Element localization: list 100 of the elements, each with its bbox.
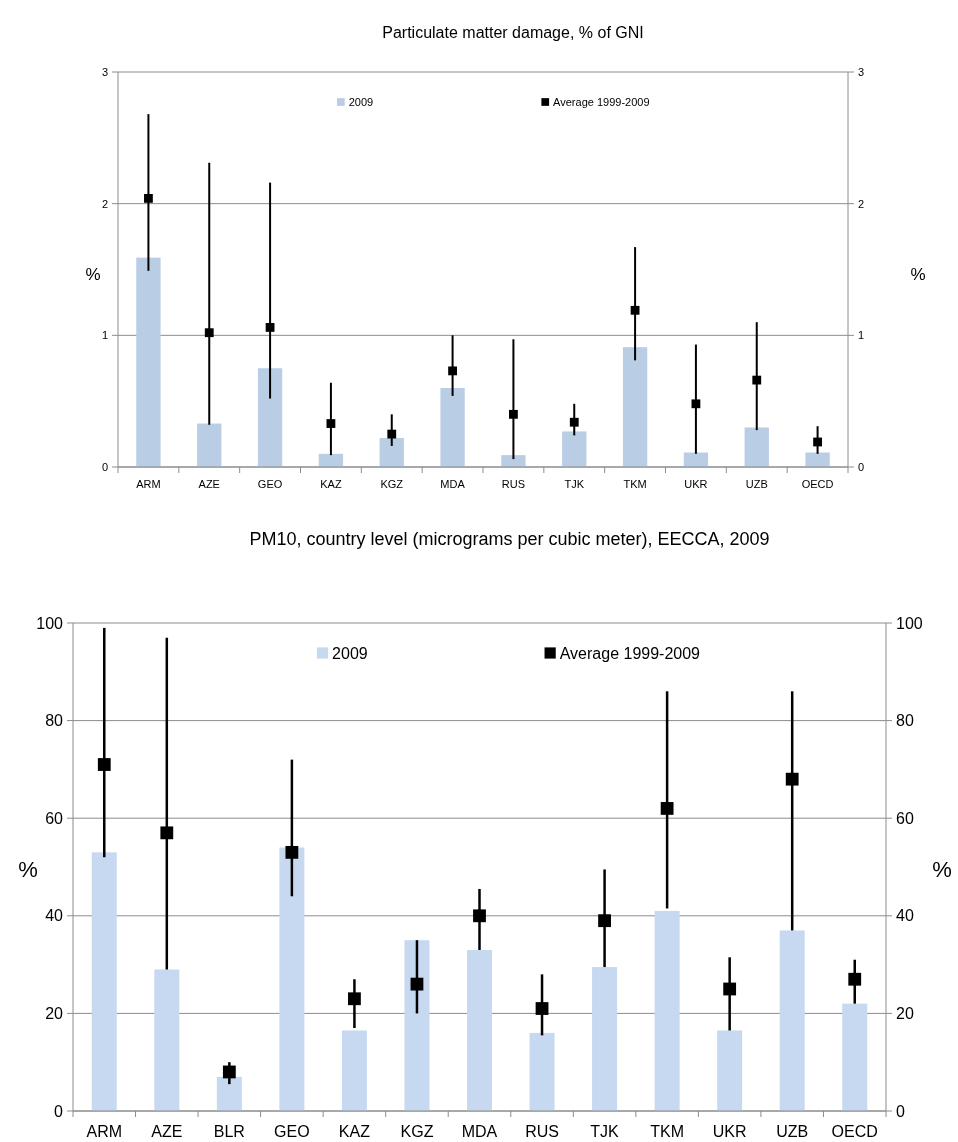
- y-tick-label: 0: [101, 460, 108, 473]
- point: [723, 982, 737, 996]
- x-tick-label: KAZ: [320, 478, 342, 490]
- x-tick-label: RUS: [501, 478, 526, 490]
- bar: [805, 452, 830, 467]
- point: [204, 328, 214, 338]
- y-tick-label: 40: [45, 907, 64, 925]
- point: [569, 417, 579, 427]
- bar: [622, 347, 648, 467]
- x-tick-label: UZB: [776, 1123, 809, 1140]
- y2-axis-title: %: [910, 264, 926, 284]
- y-tick-label: 20: [45, 1005, 64, 1022]
- y2-tick-label: 60: [896, 809, 914, 827]
- bar: [842, 1003, 868, 1111]
- point: [660, 802, 674, 815]
- y2-axis-title: %: [932, 857, 952, 882]
- bar: [562, 431, 587, 467]
- y-tick-label: 2: [101, 197, 108, 210]
- bar: [466, 949, 493, 1111]
- x-tick-label: TKM: [650, 1123, 685, 1140]
- x-tick-label: ARM: [86, 1123, 123, 1140]
- x-tick-label: AZE: [198, 478, 220, 490]
- point: [813, 437, 822, 447]
- x-tick-label: UZB: [745, 478, 768, 490]
- legend-label: Average 1999-2009: [559, 644, 701, 662]
- y-tick-label: 80: [45, 712, 64, 730]
- chart-title: Particulate matter damage, % of GNI: [382, 24, 644, 41]
- point: [785, 772, 799, 786]
- x-tick-label: AZE: [151, 1123, 183, 1140]
- x-tick-label: TJK: [590, 1123, 620, 1140]
- point: [144, 194, 153, 203]
- y-tick-label: 1: [101, 329, 108, 342]
- x-tick-label: UKR: [712, 1123, 747, 1140]
- x-tick-label: GEO: [274, 1123, 310, 1140]
- y2-tick-label: 2: [858, 197, 865, 210]
- chart-title: PM10, country level (micrograms per cubic meter), EECCA, 2009: [249, 529, 770, 549]
- legend-label: Average 1999-2009: [553, 95, 650, 108]
- y-tick-label: 100: [36, 614, 64, 632]
- bar: [379, 438, 404, 467]
- point: [752, 375, 762, 385]
- y2-tick-label: 3: [858, 65, 865, 78]
- x-tick-label: KGZ: [380, 478, 404, 490]
- x-tick-label: KGZ: [400, 1123, 434, 1140]
- bar: [440, 388, 465, 467]
- point: [509, 409, 518, 419]
- legend-label: 2009: [332, 644, 368, 662]
- point: [326, 419, 336, 428]
- y2-tick-label: 20: [896, 1005, 914, 1022]
- x-tick-label: UKR: [684, 478, 708, 490]
- point: [598, 914, 611, 928]
- point: [448, 366, 457, 376]
- bar: [257, 368, 283, 467]
- y2-tick-label: 40: [896, 907, 914, 925]
- y-tick-label: 60: [45, 809, 64, 827]
- point: [630, 305, 640, 315]
- point: [691, 399, 701, 409]
- point: [265, 323, 275, 332]
- y2-tick-label: 0: [858, 460, 865, 473]
- bar: [744, 427, 769, 467]
- bar: [91, 852, 117, 1111]
- bar: [197, 423, 222, 467]
- x-tick-label: GEO: [257, 478, 283, 490]
- point: [222, 1065, 236, 1079]
- point: [848, 972, 862, 986]
- bar: [279, 847, 305, 1111]
- point: [473, 909, 486, 923]
- x-tick-label: OECD: [801, 478, 834, 490]
- point: [387, 429, 397, 439]
- bar: [717, 1030, 743, 1111]
- bar: [216, 1076, 242, 1111]
- bar: [501, 455, 526, 467]
- bar: [592, 967, 618, 1111]
- point: [348, 992, 361, 1006]
- y-tick-label: 0: [54, 1102, 64, 1120]
- x-tick-label: MDA: [461, 1123, 498, 1140]
- bar: [341, 1030, 367, 1111]
- y-axis-title: %: [18, 857, 38, 882]
- x-tick-label: BLR: [213, 1123, 245, 1140]
- point: [285, 845, 299, 859]
- legend-label: 2009: [348, 95, 374, 108]
- x-tick-label: TKM: [623, 478, 647, 490]
- point: [160, 826, 174, 840]
- y2-tick-label: 100: [896, 614, 923, 632]
- x-tick-label: OECD: [831, 1123, 878, 1140]
- bar: [404, 940, 430, 1111]
- point: [97, 758, 111, 771]
- point: [410, 977, 424, 991]
- bar: [154, 969, 180, 1111]
- bar: [529, 1032, 555, 1111]
- y-tick-label: 3: [101, 65, 108, 78]
- x-tick-label: RUS: [525, 1123, 559, 1140]
- point: [535, 1002, 549, 1015]
- bar: [136, 257, 161, 467]
- y2-tick-label: 0: [896, 1102, 905, 1120]
- x-tick-label: MDA: [440, 478, 466, 490]
- bar: [654, 910, 680, 1111]
- y2-tick-label: 1: [858, 329, 865, 342]
- y-axis-title: %: [85, 264, 101, 284]
- x-tick-label: KAZ: [338, 1123, 371, 1140]
- y2-tick-label: 80: [896, 712, 914, 730]
